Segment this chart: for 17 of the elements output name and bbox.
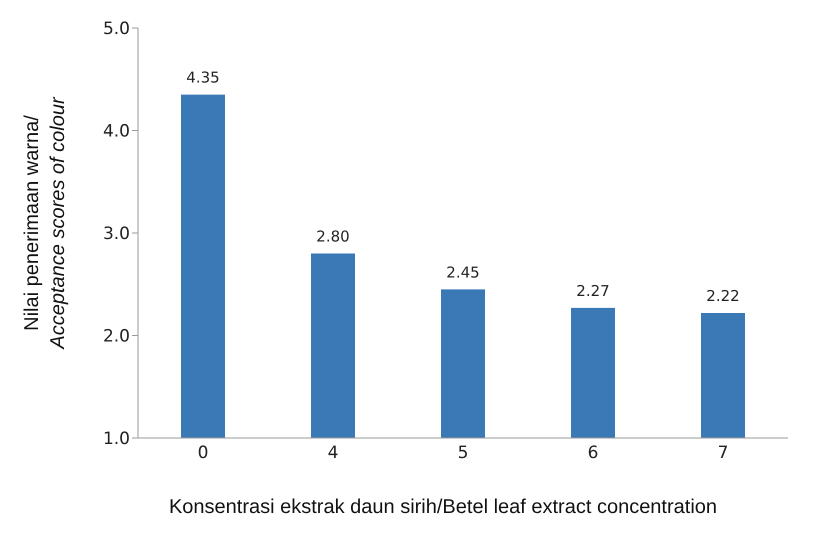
x-tick-label: 6 xyxy=(588,443,598,464)
x-tick-label: 5 xyxy=(458,443,468,464)
x-tick-label: 4 xyxy=(328,443,338,464)
data-label: 4.35 xyxy=(186,68,220,87)
x-tick-label: 7 xyxy=(718,443,728,464)
data-label: 2.45 xyxy=(446,263,480,282)
data-label: 2.27 xyxy=(576,282,610,300)
y-tick-label: 2.0 xyxy=(102,326,130,347)
y-tick-label: 5.0 xyxy=(102,19,130,40)
y-tick-label: 3.0 xyxy=(102,224,130,244)
y-tick-label: 1.0 xyxy=(102,429,130,450)
y-tick-label: 4.0 xyxy=(102,122,130,142)
data-label: 2.80 xyxy=(316,228,350,246)
data-label: 2.22 xyxy=(706,286,740,305)
x-tick-label: 0 xyxy=(198,443,208,464)
y-axis-title: Nilai penerimaan warna/Acceptance scores of colour xyxy=(21,96,69,350)
x-axis-title: Konsentrasi ekstrak daun sirih/Betel leaf extract concentration xyxy=(168,496,718,519)
